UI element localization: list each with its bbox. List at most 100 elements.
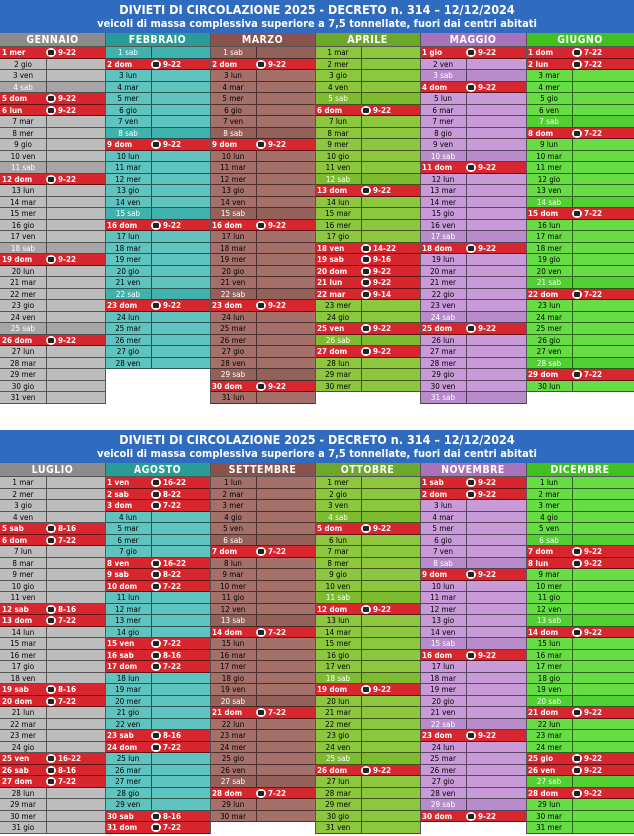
day-cell-empty [151,592,210,603]
day-cell-empty [151,787,210,798]
day-label: 7 mar [327,547,349,556]
truck-icon [361,278,371,287]
day-cell-empty [46,569,105,580]
ban-hours: 8-16 [58,604,77,614]
day-cell-empty [466,787,526,798]
day-label: 14 gio [116,627,140,637]
day-row: 14 mer [420,196,526,208]
day-cell-empty [256,810,315,821]
day-row: 6 lun [315,534,420,546]
day-row: 29 mar [0,799,105,811]
day-row: 5 ven [210,523,315,535]
day-cell-empty [256,254,315,265]
day-label: 14 mer [430,197,456,207]
day-label: 26 sab [325,335,351,345]
day-cell-empty [466,231,526,242]
day-row: 10 gio [0,580,105,592]
month-grid: GENNAIO 1 mer 9-22 2 gio 3 ven 4 sab 5 dom 9-22… [0,33,634,404]
day-label: 1 dom [528,48,554,57]
day-label: 3 gio [329,71,347,80]
day-row: 16 dom 9-22 [210,219,315,231]
day-row: 26 mer [210,334,315,346]
ban-hours: 7-22 [584,128,603,138]
day-cell-empty [572,534,634,545]
truck-icon [151,662,161,671]
day-cell-empty [361,208,420,219]
day-row: 21 sab [526,277,634,289]
day-label: 26 dom [2,335,33,345]
day-row: 9 dom 9-22 [210,139,315,151]
day-row: 31 sab [420,392,526,404]
day-row: 1 mer 9-22 [0,47,105,59]
day-cell-empty [361,787,420,798]
day-row: 25 ven 9-22 [315,323,420,335]
day-row: 1 lun [526,477,634,489]
day-label: 2 mer [12,489,34,499]
day-label: 25 gio [528,754,554,763]
month-name: AGOSTO [105,463,210,477]
truck-icon [572,370,582,379]
calendar-half: DIVIETI DI CIRCOLAZIONE 2025 - DECRETO n… [0,430,634,836]
day-label: 15 mer [325,639,351,648]
day-row: 13 gio [420,615,526,627]
truck-icon [46,777,56,786]
day-row: 4 gio [526,511,634,523]
month-name: GIUGNO [526,33,634,47]
day-row: 27 mer [105,776,210,788]
day-row: 12 ven [210,603,315,615]
day-cell-empty [151,776,210,787]
day-label: 3 mer [538,501,560,510]
day-label: 5 mer [222,94,244,103]
day-label: 17 dom [107,662,138,671]
day-label: 29 ven [115,800,141,809]
day-row: 14 dom 7-22 [210,626,315,638]
day-cell-empty [572,196,634,207]
day-label: 12 dom [2,174,33,184]
truck-icon [572,209,582,218]
day-label: 13 lun [326,616,350,625]
day-row: 8 gio [420,127,526,139]
truck-icon [361,347,371,356]
day-cell-empty [466,104,526,115]
day-row: 8 dom 7-22 [526,127,634,139]
day-label: 14 mar [325,627,351,637]
day-cell-empty [361,334,420,345]
truck-icon [256,59,266,69]
day-row: 14 mar [0,196,105,208]
day-row: 21 mar [315,707,420,719]
day-cell-empty [151,150,210,161]
truck-icon [572,754,582,763]
day-cell-empty [361,799,420,810]
day-cell-empty [361,500,420,511]
day-label: 11 gio [537,593,561,602]
day-label: 24 lun [221,312,245,322]
day-label: 23 mar [536,731,562,740]
day-row: 24 mer [526,741,634,753]
day-row: 14 lun [315,196,420,208]
day-label: 27 dom [317,347,348,356]
day-label: 21 gio [116,708,140,717]
day-label: 28 sab [536,358,562,368]
day-row: 28 ven [420,787,526,799]
truck-icon [361,255,371,264]
day-row: 23 mar [526,730,634,742]
day-label: 21 ven [220,278,246,287]
day-label: 13 dom [317,186,348,195]
day-label: 16 mer [325,220,351,230]
day-label: 2 mar [538,489,560,499]
day-cell-empty [151,346,210,357]
day-label: 23 mer [10,731,36,740]
day-label: 14 ven [220,197,246,207]
day-label: 27 mer [115,777,141,786]
day-label: 8 mer [327,558,349,568]
day-row: 4 sab [315,511,420,523]
truck-icon [151,581,161,591]
ban-hours: 7-22 [268,708,287,717]
day-row: 7 mar [315,546,420,558]
ban-hours: 9-22 [268,301,287,310]
day-row: 2 lun 7-22 [526,58,634,70]
day-row: 16 gio [0,219,105,231]
day-label: 31 sab [430,393,456,402]
month-name: LUGLIO [0,463,105,477]
day-label: 24 ven [10,312,36,322]
